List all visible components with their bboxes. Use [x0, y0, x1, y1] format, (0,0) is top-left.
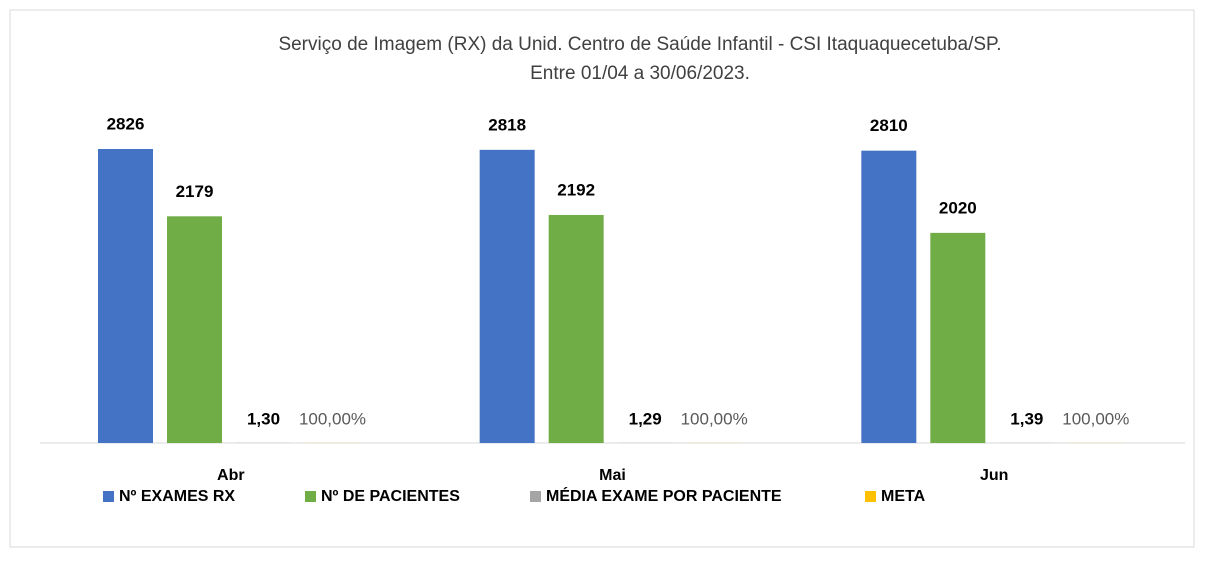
legend-swatch	[305, 491, 316, 502]
chart-subtitle: Entre 01/04 a 30/06/2023.	[530, 63, 750, 84]
data-label: 100,00%	[1062, 409, 1129, 428]
legend-swatch	[530, 491, 541, 502]
data-label: 100,00%	[299, 409, 366, 428]
bar	[167, 216, 222, 443]
legend-swatch	[103, 491, 114, 502]
bar	[480, 150, 535, 443]
data-label: 1,30	[247, 409, 280, 428]
legend-label: Nº DE PACIENTES	[321, 488, 460, 505]
data-label: 2810	[870, 116, 908, 135]
legend-label: Nº EXAMES RX	[119, 488, 235, 505]
x-tick-label: Jun	[980, 467, 1008, 484]
data-label: 2192	[557, 180, 595, 199]
data-label: 1,39	[1010, 409, 1043, 428]
legend-label: META	[881, 488, 926, 505]
data-label: 2818	[488, 115, 526, 134]
legend-swatch	[865, 491, 876, 502]
bar	[930, 233, 985, 443]
bar	[98, 149, 153, 443]
x-tick-label: Mai	[599, 467, 626, 484]
data-label: 100,00%	[681, 409, 748, 428]
bar	[861, 151, 916, 443]
data-label: 2020	[939, 198, 977, 217]
data-label: 1,29	[629, 409, 662, 428]
bar	[549, 215, 604, 443]
data-label: 2179	[176, 182, 214, 201]
x-tick-label: Abr	[217, 467, 245, 484]
data-label: 2826	[107, 114, 145, 133]
legend-label: MÉDIA EXAME POR PACIENTE	[546, 486, 782, 505]
chart-title: Serviço de Imagem (RX) da Unid. Centro d…	[278, 34, 1001, 55]
